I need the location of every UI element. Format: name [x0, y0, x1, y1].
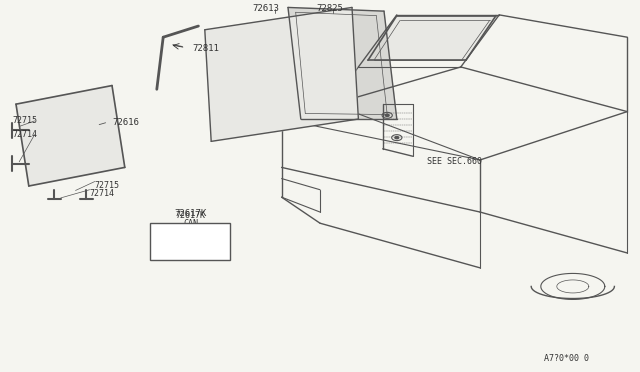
- Circle shape: [385, 114, 389, 116]
- Text: 72714: 72714: [13, 130, 38, 139]
- FancyBboxPatch shape: [176, 234, 188, 255]
- Text: 72613: 72613: [252, 4, 279, 13]
- Text: 72825: 72825: [316, 4, 343, 13]
- Text: 72616: 72616: [112, 118, 139, 126]
- Polygon shape: [16, 86, 125, 186]
- FancyBboxPatch shape: [213, 236, 222, 255]
- Text: 72617K: 72617K: [175, 209, 207, 218]
- Text: SEE SEC.660: SEE SEC.660: [427, 157, 482, 166]
- Polygon shape: [368, 16, 496, 60]
- Circle shape: [395, 137, 399, 139]
- Text: 72715: 72715: [95, 181, 120, 190]
- Text: CAN: CAN: [183, 219, 198, 228]
- Text: 72811: 72811: [192, 44, 219, 53]
- FancyBboxPatch shape: [150, 223, 230, 260]
- Polygon shape: [288, 7, 397, 119]
- FancyBboxPatch shape: [160, 234, 172, 255]
- Polygon shape: [205, 7, 358, 141]
- Text: 72617K: 72617K: [176, 211, 205, 220]
- Text: 72714: 72714: [90, 189, 115, 198]
- FancyBboxPatch shape: [197, 236, 206, 255]
- Text: 72715: 72715: [13, 116, 38, 125]
- Text: A7?0*00 0: A7?0*00 0: [544, 355, 589, 363]
